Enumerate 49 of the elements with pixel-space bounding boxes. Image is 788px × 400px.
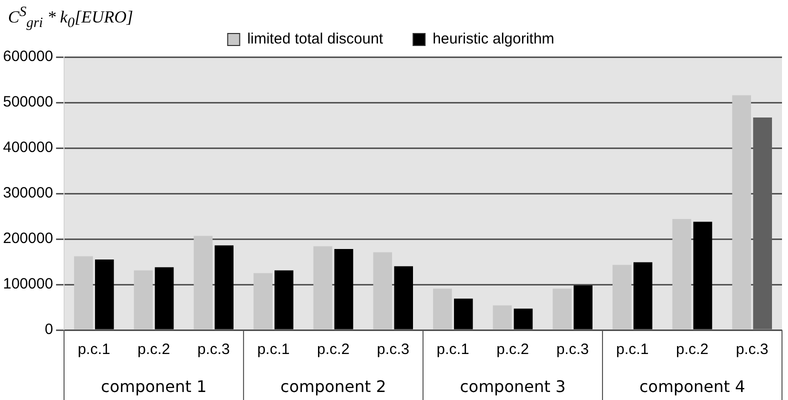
x-tick-label: p.c.1: [257, 341, 290, 358]
legend-label: heuristic algorithm: [432, 30, 554, 48]
y-tick-label: 500000: [2, 94, 54, 111]
bar: [732, 95, 752, 330]
y-tick-label: 200000: [2, 230, 54, 248]
bar: [274, 270, 294, 330]
x-tick-label: p.c.1: [616, 341, 649, 358]
bar: [134, 270, 153, 330]
x-tick-label: p.c.2: [676, 341, 709, 358]
bar: [433, 288, 452, 330]
y-tick-label: 300000: [2, 184, 54, 202]
legend-label: limited total discount: [247, 30, 384, 48]
bar: [552, 288, 572, 330]
x-tick-label: p.c.1: [436, 341, 470, 358]
bar: [492, 305, 512, 330]
bar: [334, 249, 354, 330]
bar: [254, 273, 272, 330]
y-tick-label: 100000: [2, 276, 54, 293]
x-tick-label: p.c.3: [376, 341, 410, 358]
bar: [95, 259, 114, 330]
bar: [574, 285, 592, 330]
text: component 2: [280, 377, 386, 396]
x-tick-label: p.c.3: [556, 341, 589, 358]
bar: [612, 264, 632, 330]
bar: [454, 298, 473, 330]
x-tick-label: p.c.2: [138, 341, 170, 358]
x-tick-label: p.c.3: [736, 341, 768, 358]
y-axis-title: C$^{S}$$_{gri}$ * k$_{0}$[EURO]: [8, 4, 134, 32]
text: component 4: [639, 377, 746, 396]
bar: [633, 262, 652, 330]
bar: [154, 267, 174, 330]
bar: [514, 308, 533, 330]
bar: [74, 256, 93, 330]
y-tick-label: 600000: [2, 48, 54, 66]
y-tick-label: 0: [44, 321, 54, 338]
x-tick-label: p.c.2: [496, 341, 530, 358]
text: component 3: [460, 377, 566, 396]
x-tick-label: p.c.2: [317, 341, 350, 358]
bar: [693, 222, 712, 330]
x-tick-label: p.c.3: [197, 341, 230, 358]
bar: [394, 266, 414, 330]
bar: [194, 236, 213, 330]
bar: [313, 246, 332, 330]
bar: [373, 252, 392, 330]
x-tick-label: p.c.1: [78, 341, 110, 358]
text: component 1: [100, 377, 207, 396]
bar: [214, 245, 234, 330]
bar: [672, 218, 692, 330]
y-tick-label: 400000: [2, 139, 54, 156]
